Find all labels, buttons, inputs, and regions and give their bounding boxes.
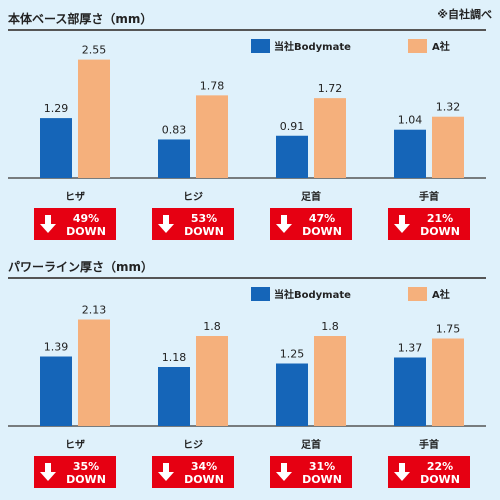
bar-competitor <box>196 336 228 426</box>
badge-percent: 53% <box>191 212 217 225</box>
bar-ours <box>158 367 190 426</box>
down-badge: 47%DOWN <box>270 208 352 240</box>
legend-swatch-ours <box>251 39 270 53</box>
data-label: 1.32 <box>436 101 461 114</box>
data-label: 1.72 <box>318 82 343 95</box>
legend: 当社Bodymate A社 <box>251 39 450 53</box>
down-arrow-icon <box>40 215 56 233</box>
category-label: ヒザ <box>65 439 85 451</box>
down-badge: 31%DOWN <box>270 456 352 488</box>
data-label: 1.75 <box>436 323 461 336</box>
bar-competitor <box>196 95 228 178</box>
badge-percent: 35% <box>73 460 99 473</box>
badge-down-label: DOWN <box>184 225 224 238</box>
legend-swatch-ours <box>251 287 270 301</box>
data-label: 1.8 <box>203 320 221 333</box>
badge-percent: 22% <box>427 460 453 473</box>
data-label: 1.18 <box>162 351 187 364</box>
down-arrow-icon <box>394 215 410 233</box>
down-badge: 49%DOWN <box>34 208 116 240</box>
legend-swatch-competitor <box>408 287 427 301</box>
badge-down-label: DOWN <box>184 473 224 486</box>
badge-percent: 47% <box>309 212 335 225</box>
data-label: 2.55 <box>82 44 107 57</box>
category-label: 手首 <box>419 438 439 451</box>
badge-percent: 49% <box>73 212 99 225</box>
source-note: ※自社調べ <box>437 8 492 21</box>
bar-ours <box>276 135 308 178</box>
legend-label-competitor: A社 <box>432 288 450 301</box>
bar-ours <box>40 356 72 426</box>
category-label: ヒジ <box>183 439 203 451</box>
bar-competitor <box>78 319 110 426</box>
bar-ours <box>158 139 190 178</box>
badge-percent: 34% <box>191 460 217 473</box>
data-label: 1.8 <box>321 320 339 333</box>
data-label: 1.37 <box>398 342 423 355</box>
chart-title: パワーライン厚さ（mm） <box>8 260 154 274</box>
bar-ours <box>40 118 72 178</box>
badge-down-label: DOWN <box>420 225 460 238</box>
badge-percent: 21% <box>427 212 453 225</box>
down-badge: 21%DOWN <box>388 208 470 240</box>
bar-competitor <box>78 59 110 178</box>
down-arrow-icon <box>276 215 292 233</box>
category-label: 足首 <box>301 190 321 203</box>
down-badge: 22%DOWN <box>388 456 470 488</box>
data-label: 1.04 <box>398 114 423 127</box>
data-label: 1.25 <box>280 348 305 361</box>
down-arrow-icon <box>158 215 174 233</box>
badge-down-label: DOWN <box>302 473 342 486</box>
data-label: 1.29 <box>44 102 69 115</box>
legend-label-competitor: A社 <box>432 40 450 53</box>
bar-ours <box>276 363 308 426</box>
legend-label-ours: 当社Bodymate <box>274 288 351 301</box>
badge-down-label: DOWN <box>302 225 342 238</box>
bar-competitor <box>432 338 464 426</box>
data-label: 2.13 <box>82 304 107 317</box>
bar-competitor <box>432 116 464 178</box>
badge-down-label: DOWN <box>66 225 106 238</box>
down-badge: 34%DOWN <box>152 456 234 488</box>
data-label: 0.91 <box>280 120 305 133</box>
bar-competitor <box>314 98 346 178</box>
category-label: ヒザ <box>65 191 85 203</box>
chart-svg: 当社Bodymate A社1.392.13ヒザ35%DOWN1.181.8ヒジ34… <box>8 287 486 488</box>
badge-percent: 31% <box>309 460 335 473</box>
category-label: 手首 <box>419 190 439 203</box>
category-label: 足首 <box>301 438 321 451</box>
down-arrow-icon <box>158 463 174 481</box>
category-label: ヒジ <box>183 191 203 203</box>
title-divider <box>8 277 486 279</box>
badge-down-label: DOWN <box>420 473 460 486</box>
legend: 当社Bodymate A社 <box>251 287 450 301</box>
down-arrow-icon <box>276 463 292 481</box>
legend-swatch-competitor <box>408 39 427 53</box>
down-badge: 53%DOWN <box>152 208 234 240</box>
data-label: 0.83 <box>162 123 187 136</box>
legend-label-ours: 当社Bodymate <box>274 40 351 53</box>
down-arrow-icon <box>40 463 56 481</box>
data-label: 1.39 <box>44 341 69 354</box>
bar-ours <box>394 129 426 178</box>
chart-svg: 当社Bodymate A社1.292.55ヒザ49%DOWN0.831.78ヒジ5… <box>8 39 486 240</box>
chart-title: 本体ベース部厚さ（mm） <box>8 12 153 26</box>
badge-down-label: DOWN <box>66 473 106 486</box>
data-label: 1.78 <box>200 79 225 92</box>
down-arrow-icon <box>394 463 410 481</box>
title-divider <box>8 29 486 31</box>
down-badge: 35%DOWN <box>34 456 116 488</box>
bar-competitor <box>314 336 346 426</box>
bar-ours <box>394 357 426 426</box>
